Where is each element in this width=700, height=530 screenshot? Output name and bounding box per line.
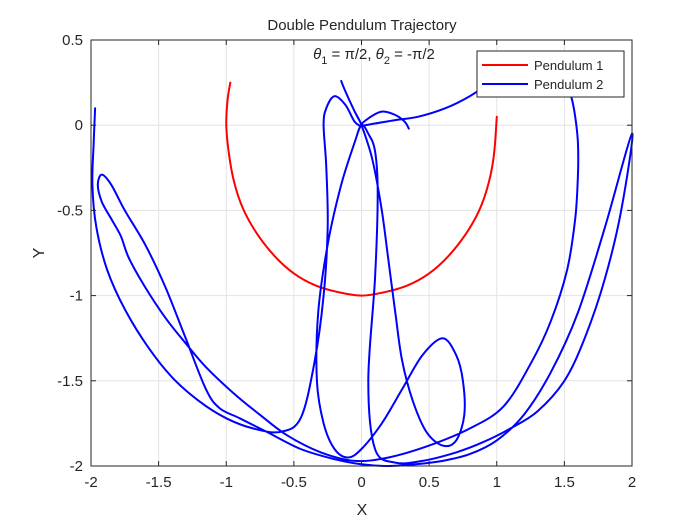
ticks-x bbox=[90, 40, 633, 466]
x-tick-label: 0 bbox=[357, 474, 365, 491]
x-tick-label: 0.5 bbox=[419, 474, 440, 491]
subtitle-subscript-1: 1 bbox=[321, 55, 327, 67]
y-tick-label: 0.5 bbox=[62, 32, 83, 49]
chart-title: Double Pendulum Trajectory bbox=[267, 17, 457, 34]
x-tick-label: 2 bbox=[628, 474, 636, 491]
subtitle-symbol-2: θ bbox=[376, 46, 384, 63]
x-tick-label: 1 bbox=[493, 474, 501, 491]
x-tick-label: 1.5 bbox=[554, 474, 575, 491]
legend-label-pendulum-1: Pendulum 1 bbox=[534, 58, 603, 73]
x-tick-label: -1 bbox=[220, 474, 233, 491]
legend: Pendulum 1 Pendulum 2 bbox=[476, 50, 625, 98]
x-tick-label: -2 bbox=[84, 474, 97, 491]
series-line-pendulum-1 bbox=[225, 81, 498, 297]
y-tick-label: 0 bbox=[75, 117, 83, 134]
legend-label-pendulum-2: Pendulum 2 bbox=[534, 77, 603, 92]
subtitle-symbol-1: θ bbox=[313, 46, 321, 63]
xtick-labels: -2 -1.5 -1 -0.5 0 0.5 1 1.5 2 bbox=[84, 474, 636, 491]
x-tick-label: -0.5 bbox=[281, 474, 307, 491]
series-line-pendulum-2 bbox=[91, 57, 634, 467]
series-layer bbox=[91, 57, 634, 467]
y-tick-label: -0.5 bbox=[57, 202, 83, 219]
y-tick-label: -1.5 bbox=[57, 373, 83, 390]
subtitle-rest-2: = -π/2 bbox=[390, 46, 435, 63]
x-tick-label: -1.5 bbox=[146, 474, 172, 491]
legend-box bbox=[476, 50, 625, 98]
ytick-labels: -2 -1.5 -1 -0.5 0 0.5 bbox=[57, 32, 83, 475]
subtitle-rest-1: = π/2, bbox=[327, 46, 375, 63]
y-tick-label: -2 bbox=[70, 458, 83, 475]
x-axis-label: X bbox=[357, 502, 368, 519]
y-tick-label: -1 bbox=[70, 288, 83, 305]
y-axis-label: Y bbox=[31, 247, 48, 258]
ticks-y bbox=[91, 39, 632, 467]
subtitle-subscript-2: 2 bbox=[384, 55, 390, 67]
chart-subtitle: θ1 = π/2, θ2 = -π/2 bbox=[313, 46, 435, 67]
